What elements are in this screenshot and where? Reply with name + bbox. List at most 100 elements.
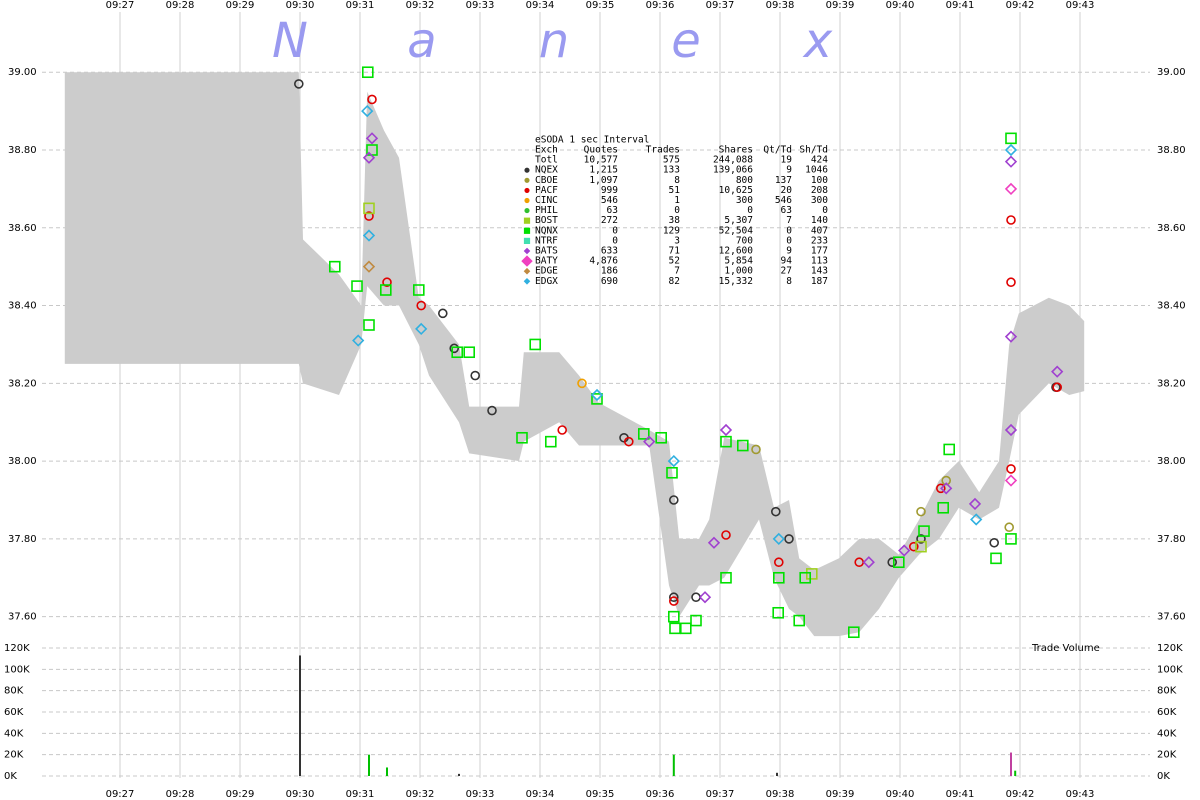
marker xyxy=(516,431,528,444)
legend-stat: 113 xyxy=(811,256,828,267)
legend-stat: 8 xyxy=(674,175,680,186)
marker xyxy=(591,393,603,405)
legend-stat: 300 xyxy=(736,195,753,206)
marker xyxy=(720,571,732,584)
x-tick-label-bottom: 09:35 xyxy=(586,789,615,800)
x-tick-label-bottom: 09:38 xyxy=(766,789,795,800)
marker xyxy=(523,277,531,285)
x-tick-label-top: 09:41 xyxy=(946,0,975,11)
legend-stat: 546 xyxy=(775,195,792,206)
marker xyxy=(1005,533,1017,545)
volume-bar xyxy=(386,767,388,776)
marker xyxy=(524,167,530,173)
legend-name: PHIL xyxy=(535,205,558,216)
marker xyxy=(1004,474,1018,487)
marker xyxy=(1004,155,1018,168)
watermark-letter: n xyxy=(539,13,569,69)
marker xyxy=(720,435,732,448)
marker xyxy=(679,622,692,635)
x-tick-label-top: 09:40 xyxy=(886,0,915,11)
x-tick-label-bottom: 09:33 xyxy=(466,789,495,800)
legend-name: BATY xyxy=(535,256,558,267)
legend-stat: 999 xyxy=(601,185,618,196)
marker xyxy=(1004,143,1018,157)
legend-stat: 690 xyxy=(601,276,618,287)
y-tick-label-right: 38.60 xyxy=(1157,223,1186,234)
marker xyxy=(361,66,374,79)
legend-stat: 137 xyxy=(775,175,792,186)
legend-stat: 700 xyxy=(736,235,753,246)
marker xyxy=(666,466,678,479)
marker xyxy=(1006,215,1016,225)
legend-stat: 0 xyxy=(747,205,753,216)
legend-header: Quotes xyxy=(584,145,618,156)
legend-stat: 208 xyxy=(811,185,828,196)
marker xyxy=(655,431,668,444)
marker xyxy=(793,614,806,627)
legend-stat: 7 xyxy=(786,215,792,226)
marker xyxy=(668,495,679,505)
legend-stat: 187 xyxy=(811,276,828,287)
y-tick-label-left: 38.80 xyxy=(8,145,37,156)
x-tick-label-top: 09:27 xyxy=(106,0,135,11)
legend-stat: 0 xyxy=(786,225,792,236)
marker xyxy=(524,187,530,193)
marker xyxy=(523,227,531,234)
legend-name: BATS xyxy=(535,246,558,257)
legend-stat: 5,307 xyxy=(724,215,753,226)
marker xyxy=(577,378,587,389)
legend-name: CBOE xyxy=(535,175,558,186)
legend-name: NQEX xyxy=(535,165,558,176)
y-tick-label-right: 37.60 xyxy=(1157,612,1186,623)
marker xyxy=(916,506,926,517)
marker xyxy=(365,132,379,145)
marker xyxy=(364,211,374,221)
x-tick-label-top: 09:33 xyxy=(466,0,495,11)
marker xyxy=(1004,330,1018,343)
marker xyxy=(690,614,702,627)
legend-stat: 800 xyxy=(736,175,753,186)
marker xyxy=(362,260,376,273)
x-tick-label-top: 09:34 xyxy=(526,0,555,11)
marker xyxy=(968,497,982,511)
marker xyxy=(529,338,542,351)
marker xyxy=(523,237,531,245)
marker xyxy=(784,534,794,544)
marker xyxy=(1004,522,1015,533)
volume-tick-label-left: 80K xyxy=(4,686,24,697)
y-tick-label-right: 38.00 xyxy=(1157,456,1186,467)
legend-stat: 177 xyxy=(811,246,828,257)
marker xyxy=(523,267,531,275)
marker xyxy=(721,530,731,540)
marker xyxy=(637,428,650,440)
legend-stat: 20 xyxy=(781,185,793,196)
marker xyxy=(1004,423,1018,437)
legend-stat: 3 xyxy=(674,235,680,246)
legend-name: CINC xyxy=(535,195,558,206)
legend-stat: 0 xyxy=(612,235,618,246)
marker xyxy=(805,568,818,580)
y-tick-label-right: 38.20 xyxy=(1157,378,1186,389)
marker xyxy=(989,537,1000,548)
x-tick-label-top: 09:28 xyxy=(166,0,195,11)
legend-stat: 0 xyxy=(822,205,828,216)
legend-stat: 1,097 xyxy=(589,175,618,186)
marker xyxy=(941,475,952,486)
marker xyxy=(707,536,721,549)
marker xyxy=(643,435,656,448)
x-tick-label-bottom: 09:42 xyxy=(1006,789,1035,800)
marker xyxy=(892,556,905,569)
legend-stat: 63 xyxy=(781,205,792,216)
legend-header: Shares xyxy=(719,145,753,156)
volume-bar xyxy=(776,772,778,776)
volume-label: Trade Volume xyxy=(1031,643,1100,654)
legend-stat: 139,066 xyxy=(713,165,753,176)
volume-tick-label-right: 80K xyxy=(1157,686,1177,697)
y-tick-label-left: 37.80 xyxy=(8,534,37,545)
volume-tick-label-right: 20K xyxy=(1157,750,1177,761)
legend-stat: 1,000 xyxy=(724,266,753,277)
marker xyxy=(544,435,557,448)
legend-stat: 1,215 xyxy=(589,165,618,176)
marker xyxy=(293,79,304,89)
x-tick-label-top: 09:43 xyxy=(1066,0,1095,11)
